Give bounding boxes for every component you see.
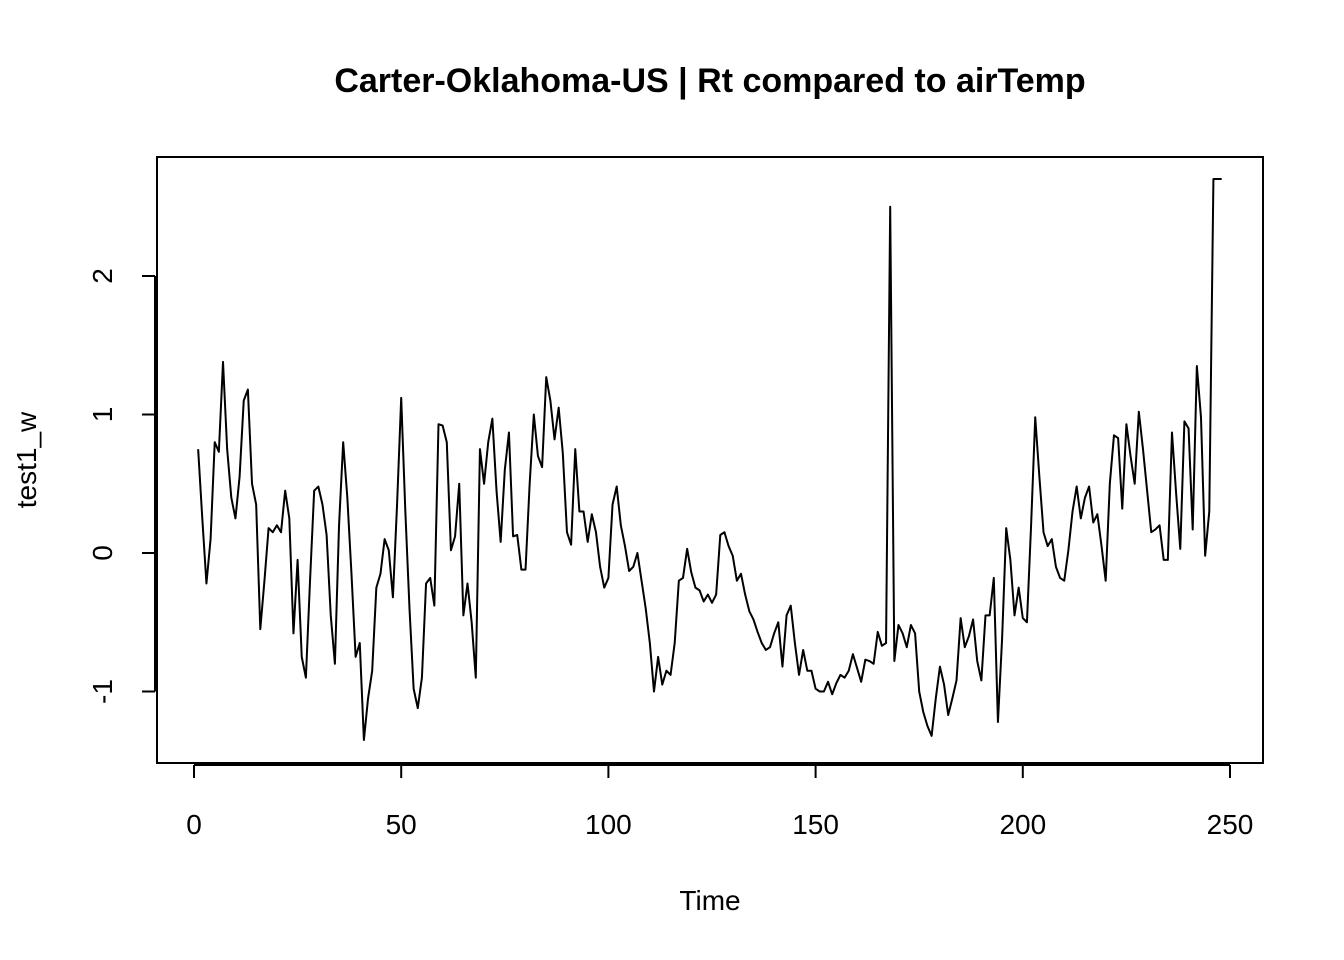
x-tick-label: 0 [186,809,202,840]
x-tick-label: 50 [386,809,417,840]
x-tick-label: 200 [999,809,1046,840]
x-axis-label: Time [679,885,740,916]
y-tick-label: 2 [87,268,118,284]
y-axis: -1 0 1 2 [87,268,156,704]
chart-title: Carter-Oklahoma-US | Rt compared to airT… [334,62,1085,100]
x-tick-label: 250 [1207,809,1254,840]
y-tick-label: -1 [87,679,118,704]
data-points [198,179,1223,741]
x-axis: 0 50 100 150 200 250 [186,764,1254,840]
plot-frame [156,156,1264,764]
x-tick-label: 100 [585,809,632,840]
y-tick-label: 1 [87,407,118,423]
y-axis-label: test1_w [11,411,42,508]
x-tick-label: 150 [792,809,839,840]
y-tick-label: 0 [87,545,118,561]
series-line [197,178,1222,741]
